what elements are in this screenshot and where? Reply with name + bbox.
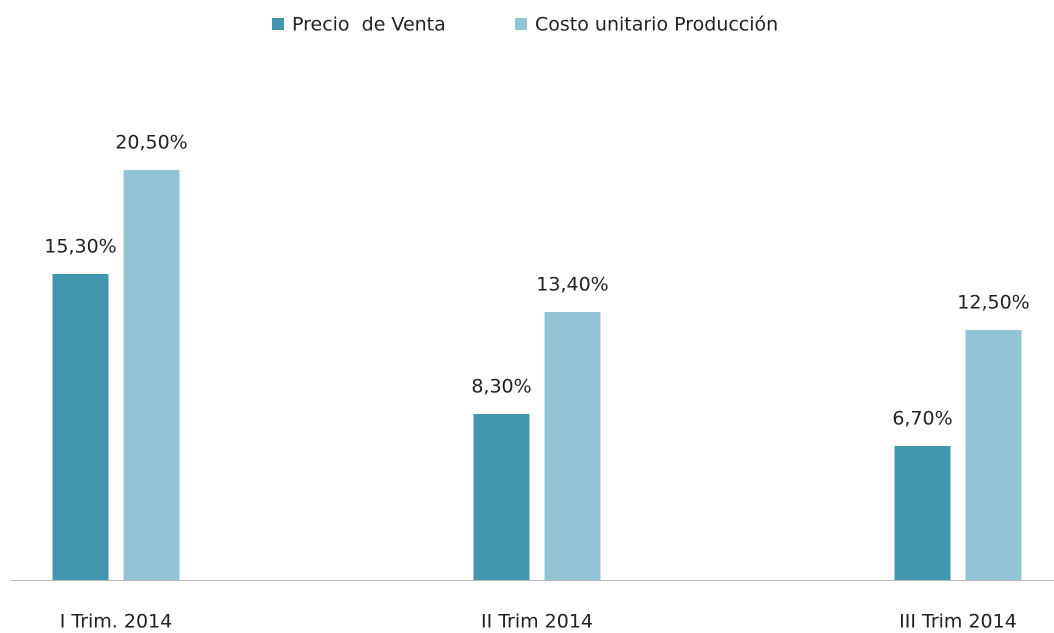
bar — [544, 312, 601, 580]
bar — [894, 446, 951, 580]
x-tick-label: III Trim 2014 — [899, 611, 1017, 633]
data-label: 13,40% — [536, 274, 608, 296]
x-tick-label: I Trim. 2014 — [60, 611, 173, 633]
legend-label: Costo unitario Producción — [535, 14, 778, 36]
data-label: 8,30% — [471, 376, 531, 398]
data-label: 12,50% — [957, 292, 1029, 314]
legend-swatch — [272, 18, 284, 30]
bar — [965, 330, 1022, 580]
data-label: 20,50% — [115, 132, 187, 154]
bar — [123, 170, 180, 580]
bar — [473, 414, 530, 580]
x-tick-label: II Trim 2014 — [481, 611, 593, 633]
data-label: 6,70% — [892, 408, 952, 430]
bar — [52, 274, 109, 580]
legend-swatch — [515, 18, 527, 30]
data-label: 15,30% — [44, 236, 116, 258]
legend-label: Precio de Venta — [292, 14, 446, 36]
